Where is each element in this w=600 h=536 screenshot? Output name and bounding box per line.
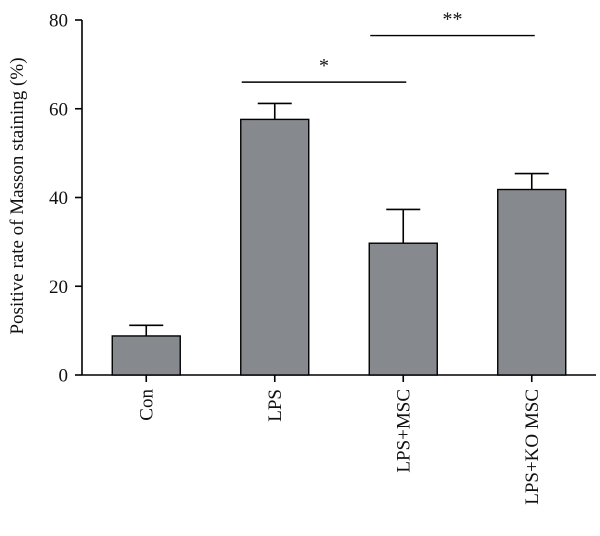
y-tick-label: 60 [49, 99, 68, 120]
x-tick-labels: Con LPS LPS+MSC LPS+KO MSC [136, 389, 543, 505]
significance-label: ** [443, 9, 463, 31]
x-tick-label: Con [136, 389, 157, 421]
y-tick-label: 80 [49, 11, 68, 32]
x-tick-label: LPS+MSC [393, 389, 414, 473]
significance-label: * [319, 55, 329, 77]
bar-lps [240, 118, 310, 376]
significance-annotations: *** [241, 9, 535, 83]
y-tick-label: 20 [49, 277, 68, 298]
bars [111, 118, 567, 376]
bar-con [111, 335, 181, 376]
x-axis [82, 374, 596, 382]
bar-lps-ko-msc [497, 188, 567, 376]
y-tick-label: 40 [49, 188, 68, 209]
y-tick-label: 0 [59, 366, 69, 387]
x-tick-label: LPS+KO MSC [522, 389, 543, 505]
y-axis: 0 20 40 60 80 [49, 11, 83, 387]
bar-lps-msc [368, 242, 438, 376]
x-tick-label: LPS [265, 389, 286, 422]
y-axis-title: Positive rate of Masson staining (%) [7, 57, 28, 334]
error-bars [129, 102, 549, 336]
